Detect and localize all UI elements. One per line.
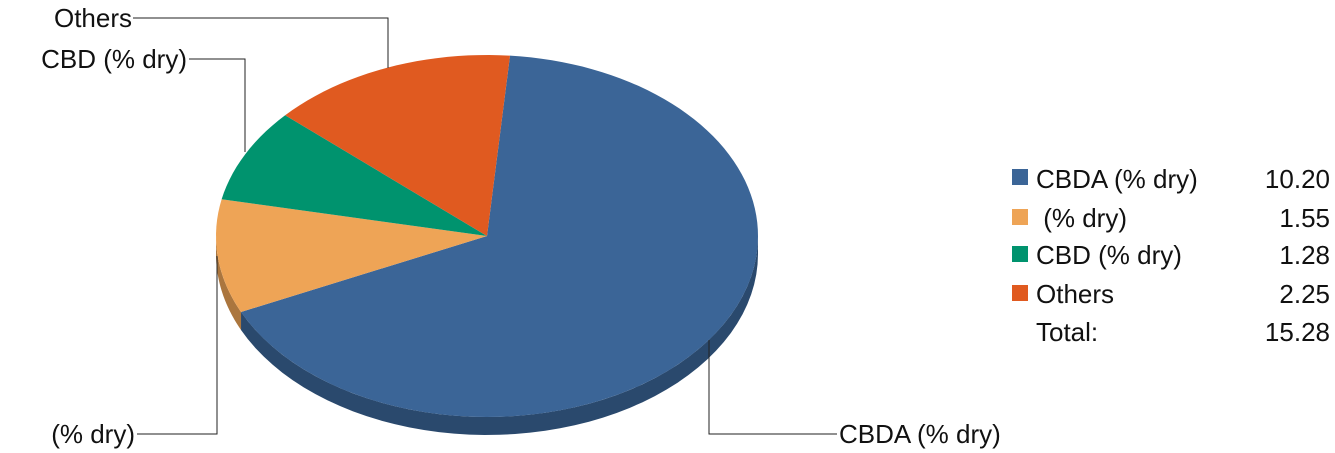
leader-line-cbda <box>708 340 837 435</box>
legend-swatch-dry <box>1012 209 1028 225</box>
pie-depth-layer <box>216 236 758 435</box>
pie-slice-cbda-dry <box>241 55 758 418</box>
pie-slice-others <box>285 55 511 237</box>
legend-swatch-others <box>1012 285 1028 301</box>
legend-swatch-cbda <box>1012 169 1028 185</box>
callout-label-others: Others <box>54 3 132 33</box>
legend-label-dry: (% dry) <box>1036 203 1127 233</box>
legend: CBDA (% dry) 10.20 (% dry) 1.55 CBD (% d… <box>1012 164 1330 347</box>
callout-label-cbd: CBD (% dry) <box>41 44 187 74</box>
legend-value-cbda: 10.20 <box>1265 164 1330 194</box>
legend-label-cbd: CBD (% dry) <box>1036 240 1182 270</box>
pie-side-dry <box>216 236 242 330</box>
pie-slice-dry <box>216 199 488 312</box>
callout-label-cbda: CBDA (% dry) <box>839 419 1001 449</box>
legend-label-cbda: CBDA (% dry) <box>1036 164 1198 194</box>
leader-line-others <box>133 17 389 68</box>
pie-slice-cbd-dry <box>221 115 487 236</box>
legend-value-cbd: 1.28 <box>1279 240 1330 270</box>
legend-swatch-cbd <box>1012 246 1028 262</box>
leader-line-cbd <box>189 58 246 152</box>
callout-label-dry: (% dry) <box>51 419 135 449</box>
legend-total-value: 15.28 <box>1265 317 1330 347</box>
legend-label-others: Others <box>1036 279 1114 309</box>
legend-total-label: Total: <box>1036 317 1098 347</box>
legend-value-others: 2.25 <box>1279 279 1330 309</box>
pie-top-layer <box>216 55 758 418</box>
leader-line-dry <box>137 256 218 435</box>
legend-value-dry: 1.55 <box>1279 203 1330 233</box>
callouts: Others CBD (% dry) (% dry) CBDA (% dry) <box>41 3 1001 449</box>
